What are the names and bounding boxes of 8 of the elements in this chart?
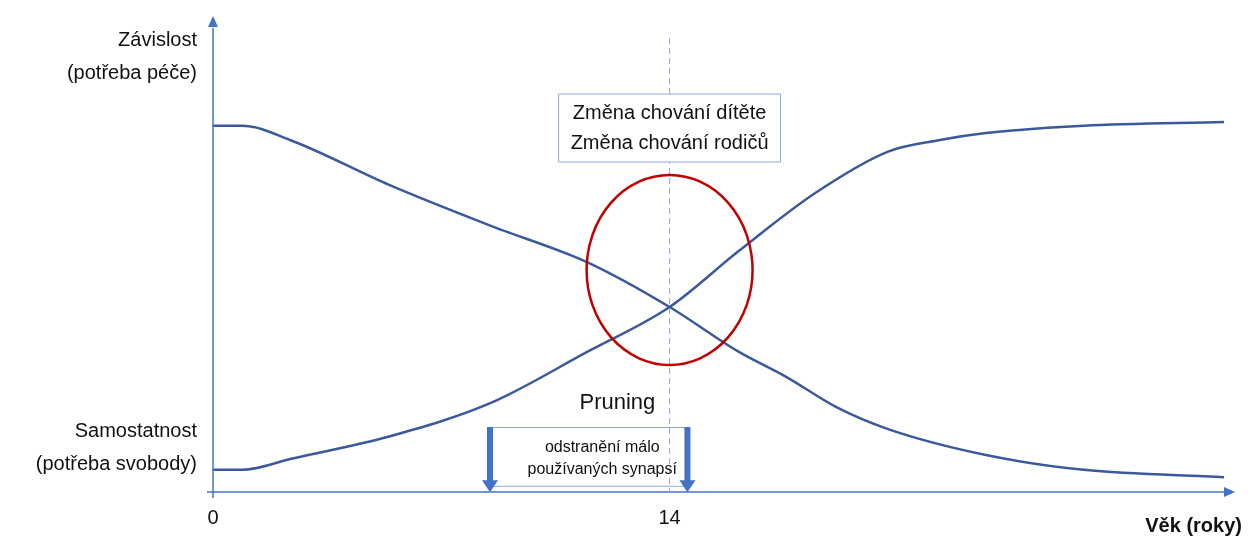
text: Samostatnost (potřeba svobody) [35, 418, 198, 474]
annotation: Pruning [579, 389, 656, 415]
x-axis-title: Věk (roky) [1145, 513, 1242, 536]
x-tick-label: 14 [658, 505, 681, 528]
annotation: odstranění málo používaných synapsí [527, 438, 678, 478]
text: Závislost (potřeba péče) [66, 27, 198, 83]
ref-line-label: Změna chování dítěte Změna chování rodičů [570, 100, 769, 153]
x-tick-label: 0 [207, 505, 219, 528]
